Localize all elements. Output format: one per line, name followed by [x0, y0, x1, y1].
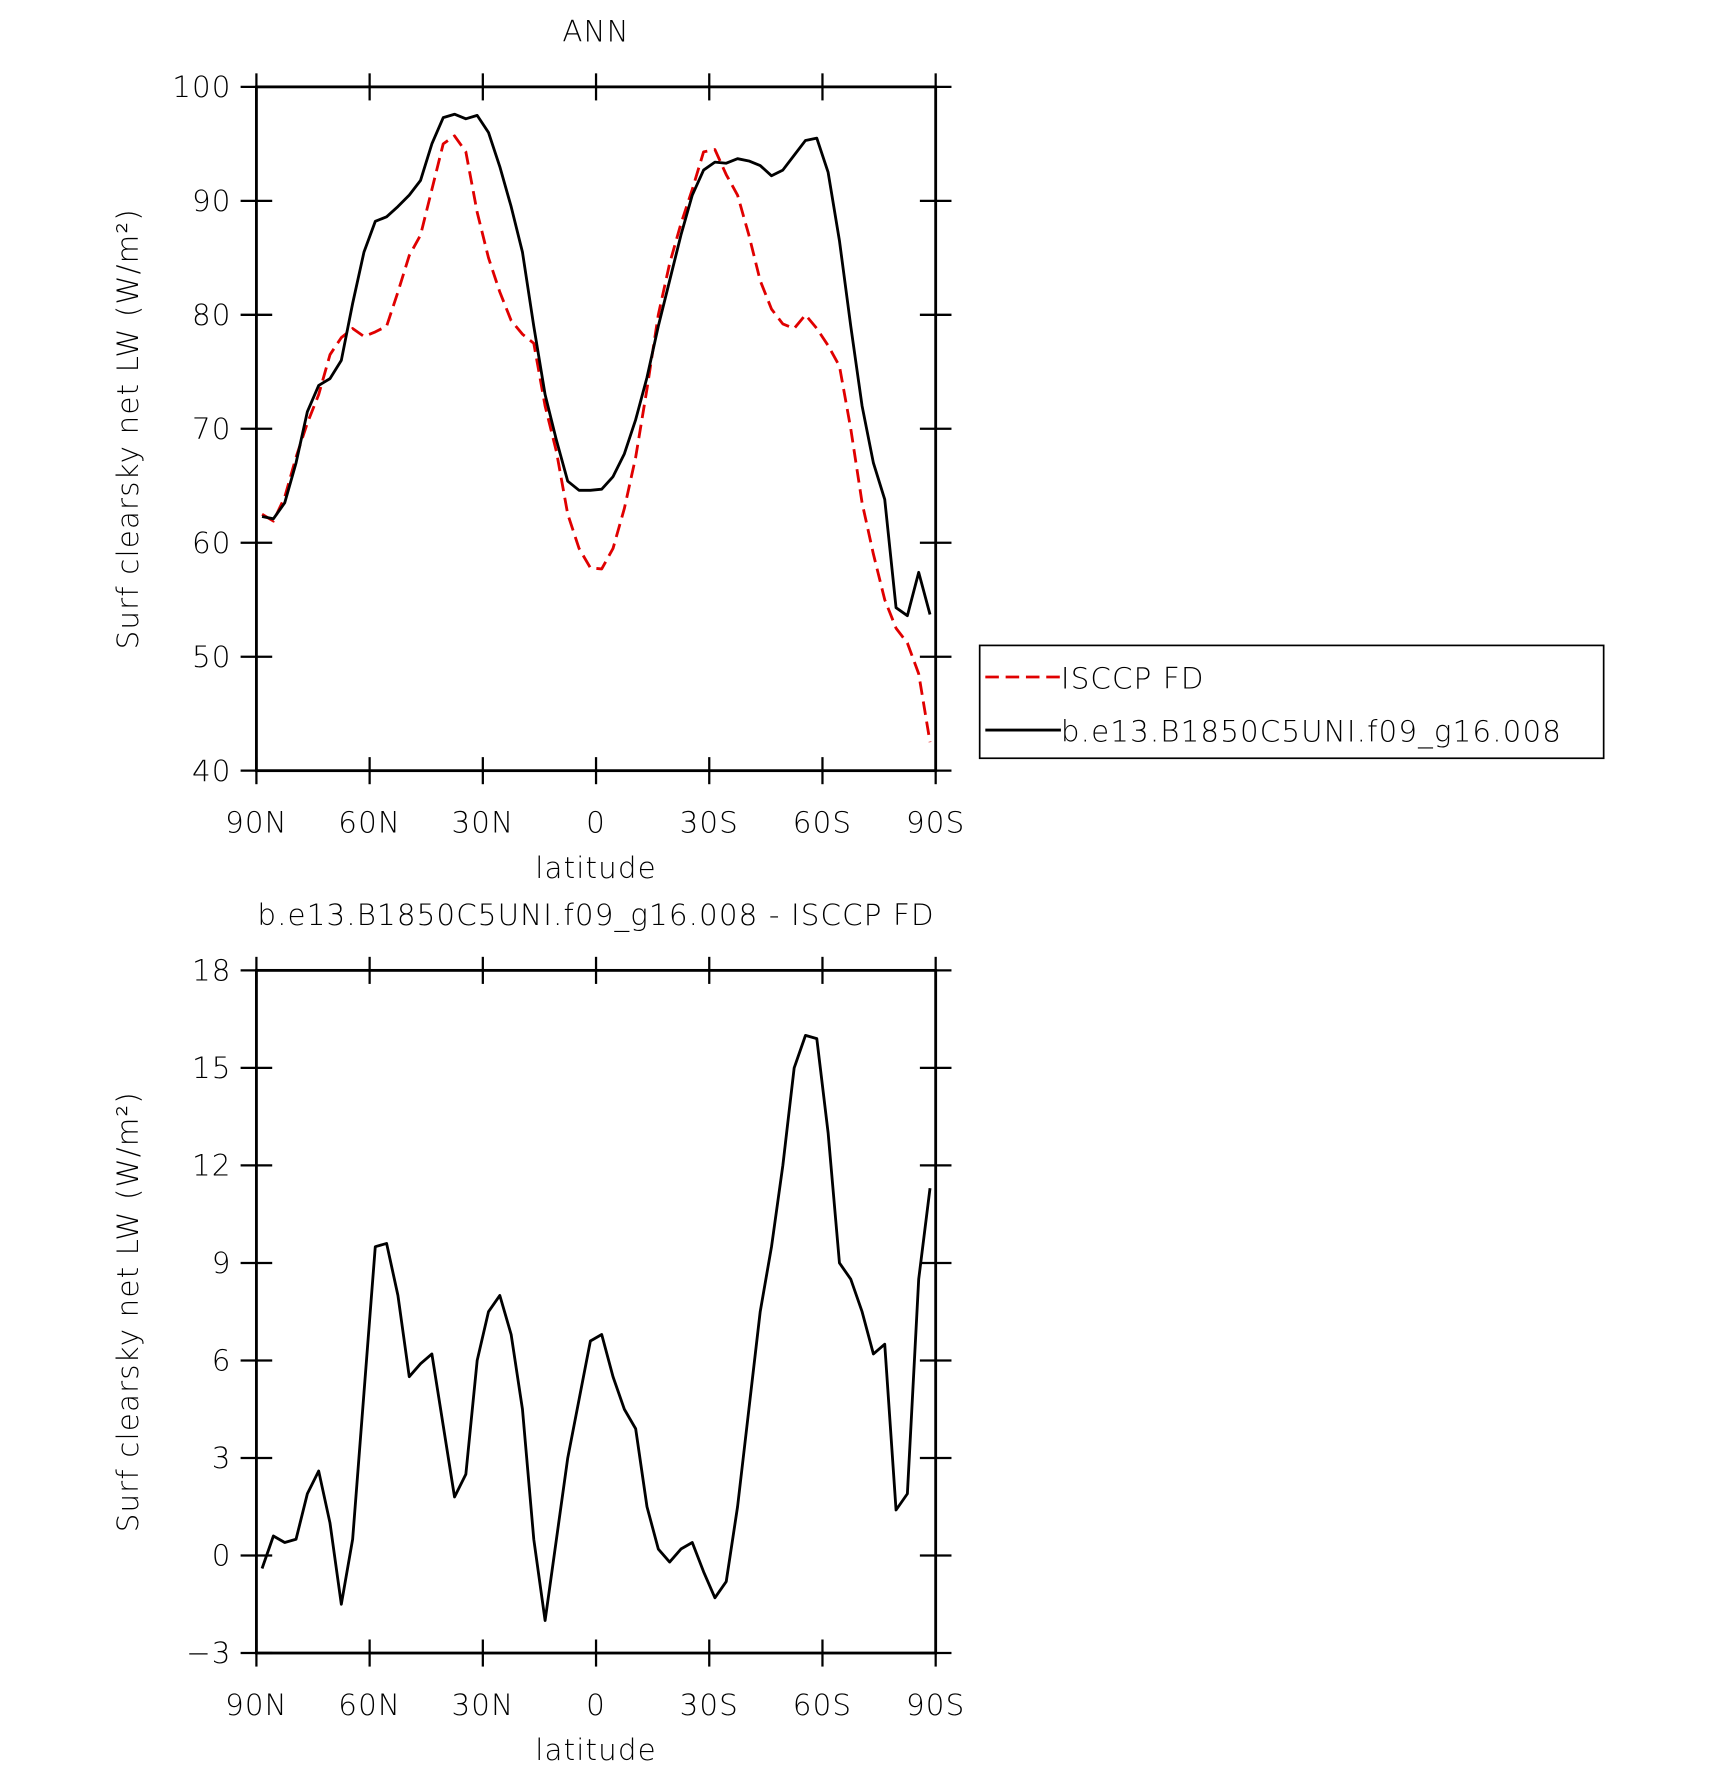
x-tick-label: 30N — [452, 806, 515, 840]
x-axis-label: latitude — [535, 1733, 657, 1767]
plot-frame — [254, 968, 938, 1655]
chart-title: b.e13.B1850C5UNI.f09_g16.008 - ISCCP FD — [257, 898, 934, 933]
x-tick-label: 90S — [906, 1688, 965, 1722]
y-tick-label: 9 — [212, 1246, 232, 1280]
x-tick-label: 90N — [225, 1688, 288, 1722]
y-tick-label: 18 — [192, 954, 232, 988]
data-line — [261, 112, 932, 618]
x-tick-label: 0 — [586, 1688, 606, 1722]
x-tick-label: 30N — [452, 1688, 515, 1722]
y-tick-label: 3 — [212, 1441, 232, 1475]
x-tick-label: 60S — [793, 1688, 852, 1722]
data-line — [261, 134, 932, 743]
y-tick-label: 50 — [192, 640, 232, 674]
legend-label: ISCCP FD — [1061, 661, 1205, 695]
y-tick-label: 12 — [192, 1149, 232, 1183]
x-tick-label: 90N — [225, 806, 288, 840]
x-tick-label: 90S — [906, 806, 965, 840]
y-axis-label: Surf clearsky net LW (W/m²) — [111, 208, 145, 649]
y-tick-label: 80 — [192, 298, 232, 332]
y-tick-label: 100 — [172, 70, 231, 104]
x-tick-label: 60N — [338, 806, 401, 840]
x-tick-label: 30S — [680, 1688, 739, 1722]
data-line — [260, 1033, 932, 1622]
y-tick-label: 90 — [192, 184, 232, 218]
plot-frame — [254, 85, 938, 773]
y-tick-label: 40 — [192, 754, 232, 788]
y-axis-label: Surf clearsky net LW (W/m²) — [111, 1091, 145, 1532]
y-tick-label: 60 — [192, 526, 232, 560]
y-tick-label: −3 — [186, 1636, 232, 1670]
chart-title: ANN — [562, 15, 629, 49]
y-tick-label: 15 — [192, 1051, 232, 1085]
x-tick-label: 60S — [793, 806, 852, 840]
x-axis-label: latitude — [535, 851, 657, 885]
y-tick-label: 6 — [212, 1344, 232, 1378]
x-tick-label: 30S — [680, 806, 739, 840]
x-tick-label: 60N — [338, 1688, 401, 1722]
legend-label: b.e13.B1850C5UNI.f09_g16.008 — [1061, 714, 1562, 749]
legend-box — [978, 644, 1605, 760]
y-tick-label: 0 — [212, 1539, 232, 1573]
y-tick-label: 70 — [192, 412, 232, 446]
x-tick-label: 0 — [586, 806, 606, 840]
